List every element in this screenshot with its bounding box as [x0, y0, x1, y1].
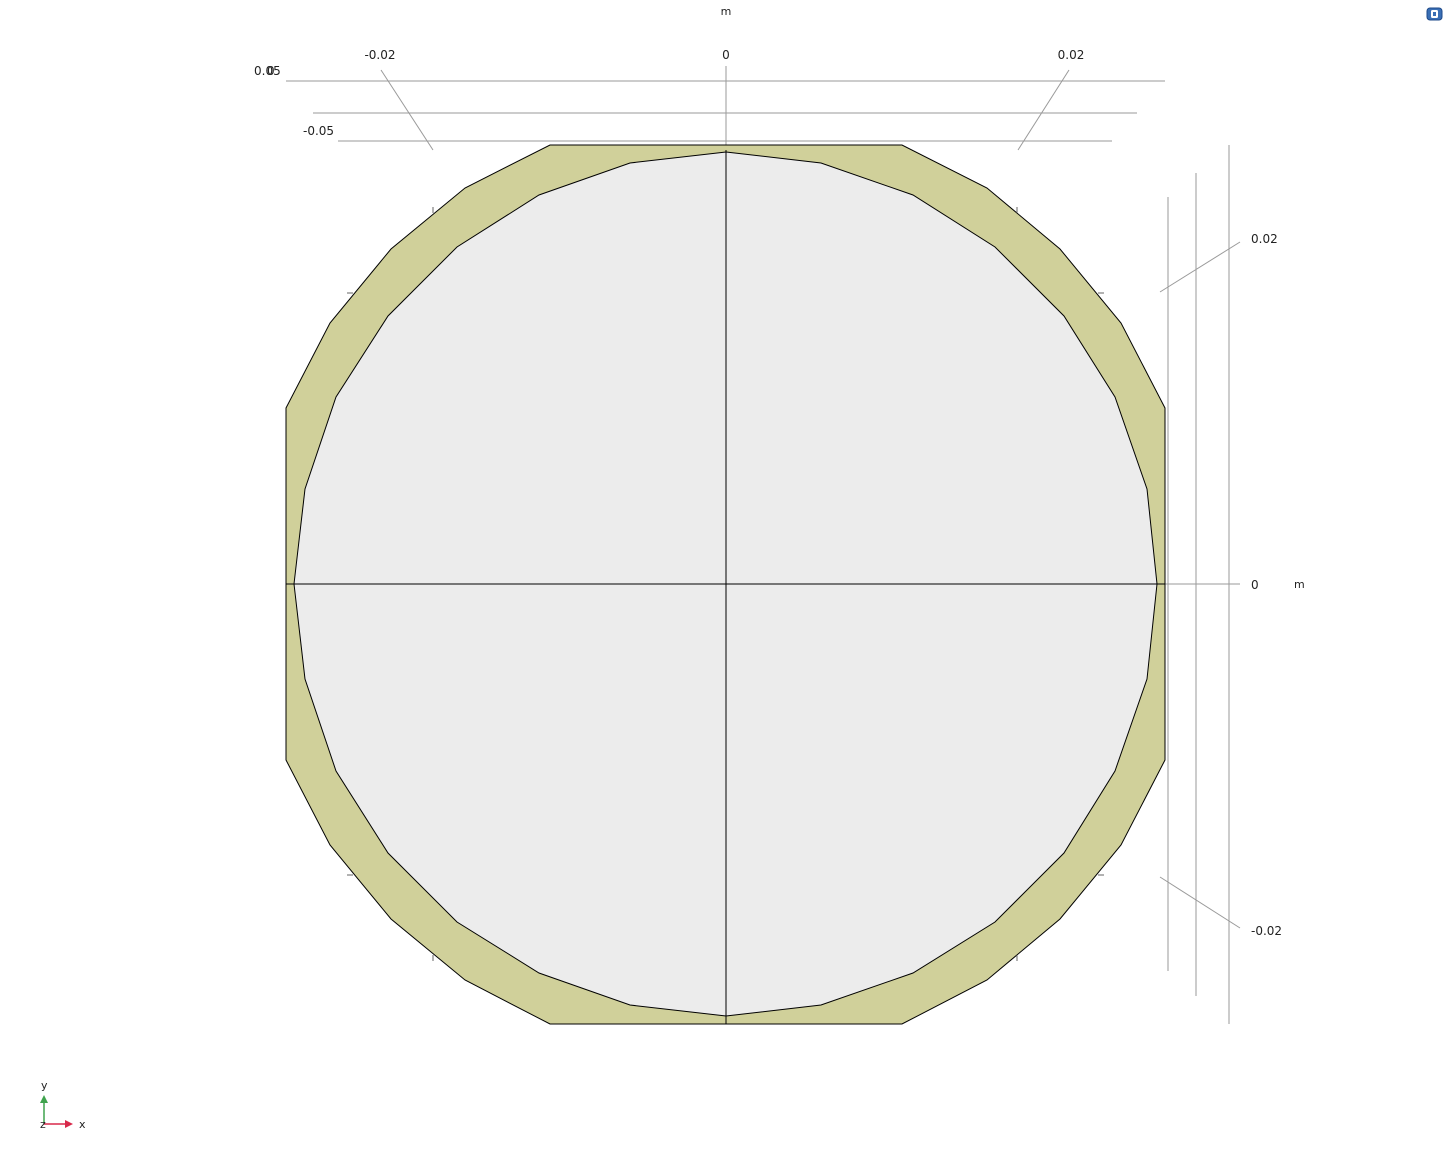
right-axis-frame: [1159, 145, 1241, 1024]
y-tick-label: 0.02: [1251, 232, 1278, 246]
x-tick-leader: [380, 69, 434, 151]
y-tick-label: 0: [1251, 578, 1259, 592]
x-tick-leader: [1017, 69, 1070, 151]
x-unit-label: m: [721, 5, 732, 18]
grid-tick-marks: [347, 207, 1104, 961]
triad-y-arrow-icon: [40, 1095, 48, 1103]
y-tick-leader: [1159, 241, 1241, 293]
view-cube-icon[interactable]: [1426, 6, 1444, 22]
x-tick-label: 0.02: [1058, 48, 1085, 62]
x-tick-label: 0: [722, 48, 730, 62]
z-tick-label: 0.05: [254, 64, 281, 78]
z-tick-label: -0.05: [303, 124, 334, 138]
y-tick-leader: [1159, 876, 1241, 929]
x-tick-label: -0.02: [364, 48, 395, 62]
z-tick-label: 0: [267, 64, 275, 78]
top-axis-frame: [286, 66, 1165, 151]
triad-z-label: z: [40, 1118, 46, 1131]
triad-x-label: x: [79, 1118, 86, 1131]
axis-triad: y x z: [40, 1079, 86, 1131]
y-tick-label: -0.02: [1251, 924, 1282, 938]
coordinate-crosshair: [286, 150, 1165, 1024]
triad-y-label: y: [41, 1079, 48, 1092]
y-unit-label: m: [1294, 578, 1305, 591]
triad-x-arrow-icon: [65, 1120, 73, 1128]
